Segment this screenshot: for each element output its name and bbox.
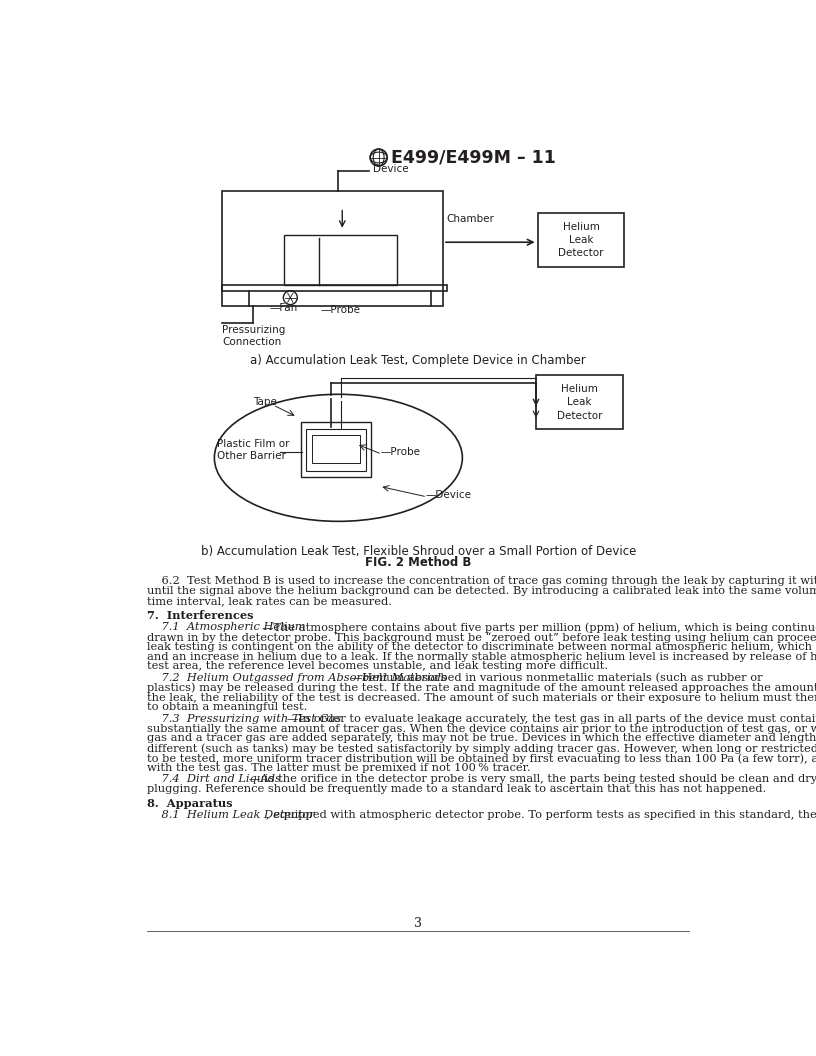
Text: 7.3  Pressurizing with Test Gas: 7.3 Pressurizing with Test Gas: [147, 714, 341, 723]
Text: —The atmosphere contains about five parts per million (ppm) of helium, which is : —The atmosphere contains about five part…: [262, 622, 816, 633]
Text: a) Accumulation Leak Test, Complete Device in Chamber: a) Accumulation Leak Test, Complete Devi…: [251, 354, 586, 366]
Text: —Probe: —Probe: [321, 305, 361, 315]
Text: —As the orifice in the detector probe is very small, the parts being tested shou: —As the orifice in the detector probe is…: [249, 774, 816, 785]
Text: 8.1  Helium Leak Detector: 8.1 Helium Leak Detector: [147, 810, 315, 821]
Text: Device: Device: [373, 164, 409, 174]
Bar: [306, 429, 366, 471]
Text: Tape: Tape: [253, 397, 277, 408]
Text: test area, the reference level becomes unstable, and leak testing more difficult: test area, the reference level becomes u…: [147, 661, 608, 672]
Bar: [538, 213, 624, 267]
Text: 7.  Interferences: 7. Interferences: [147, 609, 254, 621]
Text: gas and a tracer gas are added separately, this may not be true. Devices in whic: gas and a tracer gas are added separatel…: [147, 734, 816, 743]
Text: and an increase in helium due to a leak. If the normally stable atmospheric heli: and an increase in helium due to a leak.…: [147, 652, 816, 661]
Text: 6.2  Test Method B is used to increase the concentration of trace gas coming thr: 6.2 Test Method B is used to increase th…: [147, 577, 816, 586]
Text: Pressurizing
Connection: Pressurizing Connection: [222, 325, 286, 347]
Text: , equipped with atmospheric detector probe. To perform tests as specified in thi: , equipped with atmospheric detector pro…: [266, 810, 816, 821]
Text: to obtain a meaningful test.: to obtain a meaningful test.: [147, 702, 308, 713]
Text: 7.4  Dirt and Liquids: 7.4 Dirt and Liquids: [147, 774, 281, 785]
Text: substantially the same amount of tracer gas. When the device contains air prior : substantially the same amount of tracer …: [147, 723, 816, 734]
Text: plugging. Reference should be frequently made to a standard leak to ascertain th: plugging. Reference should be frequently…: [147, 785, 766, 794]
Text: different (such as tanks) may be tested satisfactorily by simply adding tracer g: different (such as tanks) may be tested …: [147, 743, 816, 754]
Text: 8.  Apparatus: 8. Apparatus: [147, 798, 233, 809]
Text: Helium
Leak
Detector: Helium Leak Detector: [558, 222, 604, 258]
Text: Plastic Film or
Other Barrier: Plastic Film or Other Barrier: [217, 439, 289, 460]
Text: —Fan: —Fan: [269, 303, 298, 314]
Bar: [222, 284, 447, 290]
Text: —Probe: —Probe: [381, 447, 421, 456]
Text: E499/E499M – 11: E499/E499M – 11: [391, 149, 556, 167]
Bar: [222, 191, 443, 306]
Text: 3: 3: [415, 918, 422, 930]
Text: 7.1  Atmospheric Helium: 7.1 Atmospheric Helium: [147, 622, 305, 631]
Text: Helium
Leak
Detector: Helium Leak Detector: [557, 384, 602, 420]
Bar: [284, 234, 397, 284]
Text: time interval, leak rates can be measured.: time interval, leak rates can be measure…: [147, 596, 392, 606]
Bar: [301, 421, 371, 477]
Text: b) Accumulation Leak Test, Flexible Shroud over a Small Portion of Device: b) Accumulation Leak Test, Flexible Shro…: [201, 545, 636, 558]
Text: to be tested, more uniform tracer distribution will be obtained by first evacuat: to be tested, more uniform tracer distri…: [147, 753, 816, 763]
Text: —Helium absorbed in various nonmetallic materials (such as rubber or: —Helium absorbed in various nonmetallic …: [351, 673, 762, 683]
Text: the leak, the reliability of the test is decreased. The amount of such materials: the leak, the reliability of the test is…: [147, 693, 816, 702]
Text: until the signal above the helium background can be detected. By introducing a c: until the signal above the helium backgr…: [147, 586, 816, 597]
Text: with the test gas. The latter must be premixed if not 100 % tracer.: with the test gas. The latter must be pr…: [147, 763, 530, 773]
Text: —Device: —Device: [426, 490, 472, 499]
Text: FIG. 2 Method B: FIG. 2 Method B: [365, 557, 472, 569]
Text: 7.2  Helium Outgassed from Absorbent Materials: 7.2 Helium Outgassed from Absorbent Mate…: [147, 673, 446, 683]
Text: —In order to evaluate leakage accurately, the test gas in all parts of the devic: —In order to evaluate leakage accurately…: [287, 714, 816, 723]
Bar: [312, 435, 360, 464]
Text: plastics) may be released during the test. If the rate and magnitude of the amou: plastics) may be released during the tes…: [147, 682, 816, 693]
Text: leak testing is contingent on the ability of the detector to discriminate betwee: leak testing is contingent on the abilit…: [147, 642, 816, 652]
Text: Chamber: Chamber: [447, 214, 494, 224]
Bar: [536, 376, 623, 430]
Text: drawn in by the detector probe. This background must be “zeroed out” before leak: drawn in by the detector probe. This bac…: [147, 631, 816, 643]
